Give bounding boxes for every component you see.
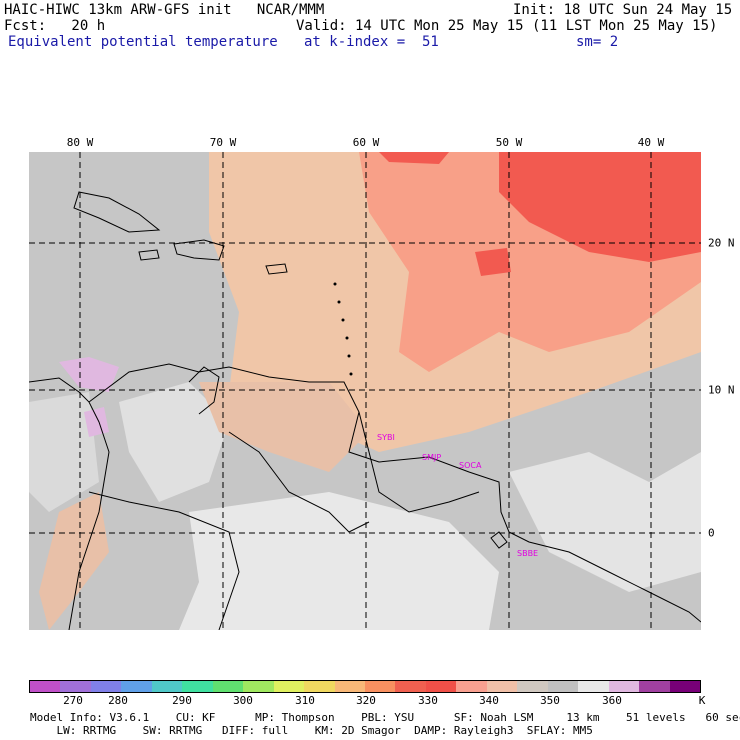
guiana-border: [358, 411, 480, 513]
colorbar-swatch-10: [334, 681, 365, 692]
station-soca: SOCA: [459, 461, 482, 470]
colorbar-swatch-14: [456, 681, 487, 692]
venezuela-coast: [188, 366, 220, 415]
lat-label-20n: 20 N: [708, 236, 735, 250]
lon-label-80w: 80 W: [66, 136, 94, 149]
colorbar-swatch-18: [578, 681, 609, 692]
light-gray-region-west: [29, 392, 99, 512]
tan-region-venezuela: [199, 382, 369, 472]
colorbar-swatch-3: [121, 681, 152, 692]
cuba-coast: [73, 191, 161, 233]
model-info-line1: Model Info: V3.6.1 CU: KF MP: Thompson P…: [30, 711, 740, 724]
hispaniola-coast: [173, 239, 225, 261]
smoothing-label: sm= 2: [576, 34, 619, 50]
header-title: HAIC-HIWC 13km ARW-GFS init NCAR/MMM: [4, 2, 325, 18]
colorbar-swatch-0: [30, 681, 61, 692]
model-info-line2: LW: RRTMG SW: RRTMG DIFF: full KM: 2D Sm…: [30, 724, 593, 737]
level-label: at k-index = 51: [304, 34, 439, 50]
jamaica-coast: [138, 249, 160, 261]
colorbar-tick-360: 360: [602, 694, 622, 707]
colorbar-swatch-4: [151, 681, 183, 692]
colorbar-swatch-1: [60, 681, 91, 692]
colorbar-swatch-21: [669, 681, 700, 692]
puerto-rico-coast: [265, 263, 288, 275]
field-name: Equivalent potential temperature: [8, 34, 278, 50]
lon-label-70w: 70 W: [209, 136, 237, 149]
header-valid-time: Valid: 14 UTC Mon 25 May 15 (11 LST Mon …: [296, 18, 718, 34]
pink-patch-colombia: [84, 407, 109, 437]
peru-border: [88, 491, 240, 630]
colorbar-swatch-16: [517, 681, 548, 692]
colorbar: [29, 680, 701, 693]
station-sbbe: SBBE: [517, 549, 538, 558]
colorbar-unit: K: [698, 694, 706, 707]
colorbar-swatch-17: [547, 681, 579, 692]
central-america-coast: [29, 377, 110, 630]
colorbar-tick-350: 350: [540, 694, 560, 707]
colorbar-tick-320: 320: [356, 694, 376, 707]
red-patch-small: [475, 248, 511, 276]
red-patch-top: [379, 152, 449, 164]
colorbar-swatch-11: [364, 681, 396, 692]
lesser-antilles: [333, 282, 353, 376]
colorbar-swatch-13: [425, 681, 457, 692]
colorbar-tick-280: 280: [108, 694, 128, 707]
tan-patch-andes: [39, 492, 109, 630]
lon-label-50w: 50 W: [495, 136, 523, 149]
station-sybi: SYBI: [377, 433, 395, 442]
theta-e-map: SYBI SMJP SOCA SBBE: [29, 152, 701, 630]
colorbar-swatch-9: [304, 681, 335, 692]
south-america-coast: [88, 363, 701, 623]
colorbar-swatch-5: [182, 681, 213, 692]
colorbar-swatch-20: [639, 681, 670, 692]
lat-label-10n: 10 N: [708, 383, 735, 397]
colorbar-tick-330: 330: [418, 694, 438, 707]
header-forecast-hour: Fcst: 20 h: [4, 18, 106, 34]
colorbar-swatch-6: [212, 681, 244, 692]
graticule: [29, 152, 701, 630]
header-init-time: Init: 18 UTC Sun 24 May 15: [513, 2, 733, 18]
colorbar-tick-290: 290: [172, 694, 192, 707]
light-gray-region-east: [509, 452, 701, 592]
colorbar-tick-270: 270: [63, 694, 83, 707]
colorbar-swatch-7: [243, 681, 274, 692]
pink-patch-panama: [59, 357, 119, 392]
station-smjp: SMJP: [422, 453, 441, 462]
brazil-border: [228, 431, 370, 533]
lat-label-0: 0: [708, 526, 715, 540]
lon-label-60w: 60 W: [352, 136, 380, 149]
amazon-delta: [490, 531, 508, 549]
colorbar-swatch-2: [90, 681, 122, 692]
colorbar-tick-310: 310: [295, 694, 315, 707]
colorbar-swatch-15: [486, 681, 518, 692]
coastlines: [29, 191, 701, 630]
colorbar-swatch-19: [608, 681, 640, 692]
colorbar-swatch-8: [273, 681, 305, 692]
colorbar-tick-340: 340: [479, 694, 499, 707]
colorbar-tick-300: 300: [233, 694, 253, 707]
colorbar-swatch-12: [395, 681, 426, 692]
light-gray-region-south: [179, 492, 499, 630]
lon-label-40w: 40 W: [637, 136, 665, 149]
